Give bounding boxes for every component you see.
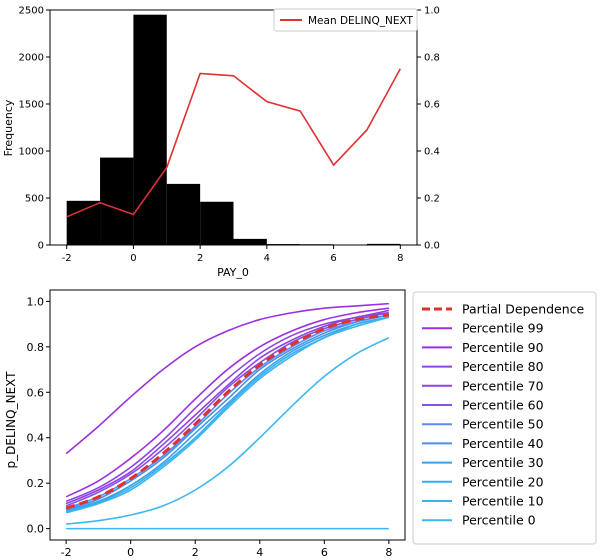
legend-label: Percentile 80 (462, 359, 544, 374)
top-legend: Mean DELINQ_NEXT (273, 8, 418, 32)
x-tick-label: 6 (321, 546, 328, 559)
y2-tick-label: 0.2 (424, 194, 440, 205)
histogram-bar (233, 238, 267, 245)
bottom-legend-box (412, 291, 597, 545)
y2-tick-label: 0.4 (424, 147, 440, 158)
y2-tick-label: 1.0 (424, 6, 440, 17)
histogram-bar (66, 200, 101, 245)
y-tick-label: 0.2 (27, 477, 45, 490)
y-tick-label: 0.8 (27, 341, 45, 354)
legend-label: Percentile 90 (462, 340, 544, 355)
bottom-y-axis-label: p_DELINQ_NEXT (4, 371, 18, 469)
y2-tick-label: 0.0 (424, 241, 440, 252)
legend-label: Percentile 99 (462, 321, 544, 336)
histogram-bar (133, 14, 167, 246)
x-tick-label: 8 (397, 253, 403, 264)
percentile-line (66, 337, 390, 525)
legend-label: Percentile 50 (462, 417, 544, 432)
x-tick-label: 2 (192, 546, 199, 559)
y-tick-label: 0.4 (27, 432, 45, 445)
legend-label: Percentile 20 (462, 474, 544, 489)
x-tick-label: 2 (197, 253, 203, 264)
percentile-line (65, 307, 389, 498)
x-tick-label: 4 (256, 546, 263, 559)
bottom-plot-frame (49, 289, 406, 541)
y-tick-label: 2500 (19, 6, 44, 17)
percentile-line (65, 311, 390, 507)
top-legend-box (273, 8, 418, 32)
percentile-line (65, 302, 389, 455)
legend-label: Percentile 70 (462, 378, 544, 393)
y-tick-label: 2000 (19, 53, 44, 64)
percentile-line (65, 316, 390, 512)
mean-delinq-line (66, 68, 402, 218)
top-y-ticks: 0 500 1000 1500 2000 2500 (19, 6, 50, 252)
y-tick-label: 0.6 (27, 386, 45, 399)
y-tick-label: 1000 (19, 147, 44, 158)
histogram-bars (66, 14, 401, 246)
y-tick-label: 0 (38, 241, 44, 252)
bottom-x-ticks: -2 0 2 4 6 8 (61, 540, 392, 559)
bottom-legend: Partial Dependence Percentile 99 Percentil… (412, 291, 597, 545)
legend-label: Percentile 30 (462, 455, 544, 470)
legend-label: Percentile 40 (462, 436, 544, 451)
x-tick-label: 0 (127, 546, 134, 559)
percentile-line (65, 311, 389, 505)
percentile-line (65, 309, 390, 503)
percentile-line (65, 314, 390, 511)
ice-lines (65, 302, 390, 530)
x-tick-label: 4 (264, 253, 270, 264)
mean-delinq-line-group (66, 68, 402, 218)
top-legend-label: Mean DELINQ_NEXT (308, 15, 413, 27)
histogram-bar (100, 157, 134, 245)
percentile-line (65, 316, 390, 514)
x-tick-label: -2 (61, 546, 72, 559)
x-tick-label: -2 (62, 253, 72, 264)
x-tick-label: 6 (330, 253, 336, 264)
partial-dependence-panel: -2 0 2 4 6 8 0.0 0.2 0.4 0.6 0.8 1.0 p_DELINQ_NEXT… (4, 289, 597, 559)
y-tick-label: 1.0 (27, 295, 45, 308)
histogram-bar (366, 243, 401, 245)
x-tick-label: 8 (385, 546, 392, 559)
y2-tick-label: 0.8 (424, 53, 440, 64)
bottom-y-ticks: 0.0 0.2 0.4 0.6 0.8 1.0 (27, 295, 50, 536)
legend-label: Percentile 0 (462, 513, 536, 528)
top-plot-frame (49, 9, 418, 246)
y2-tick-label: 0.6 (424, 100, 440, 111)
top-x-ticks: -2 0 2 4 6 8 (62, 245, 404, 264)
y-tick-label: 500 (25, 194, 44, 205)
x-tick-label: 0 (130, 253, 136, 264)
y-tick-label: 0.0 (27, 523, 45, 536)
top-y2-ticks: 0.0 0.2 0.4 0.6 0.8 1.0 (417, 6, 440, 252)
histogram-bar (166, 183, 201, 245)
top-y-axis-label: Frequency (2, 99, 15, 156)
y-tick-label: 1500 (19, 100, 44, 111)
legend-label: Partial Dependence (462, 302, 585, 317)
top-x-axis-label: PAY_0 (217, 266, 249, 279)
legend-label: Percentile 10 (462, 494, 544, 509)
histogram-bar (200, 201, 234, 245)
partial-dependence-line (65, 313, 390, 510)
legend-label: Percentile 60 (462, 398, 544, 413)
